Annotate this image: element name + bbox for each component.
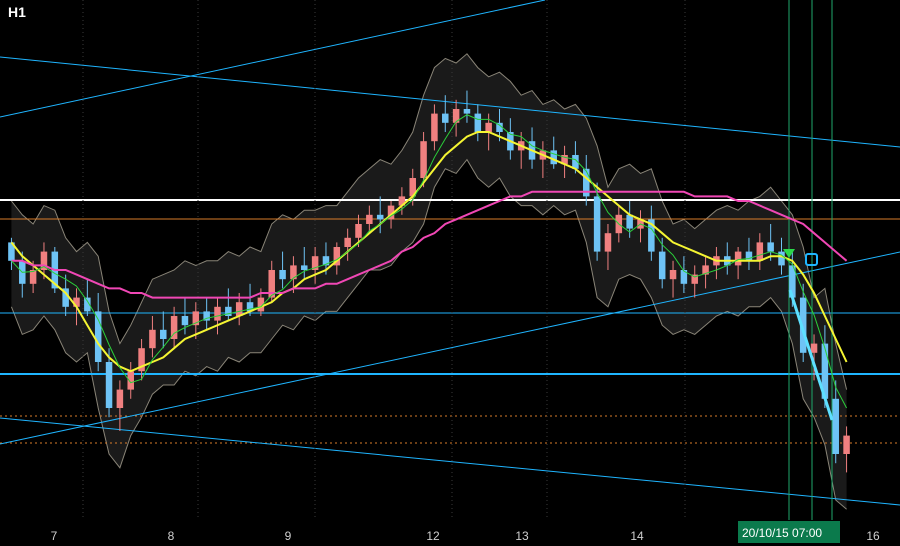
x-tick-label: 14 [630, 529, 644, 543]
candle-body-77 [843, 435, 850, 454]
candle-body-63 [691, 274, 698, 284]
x-tick-label: 12 [426, 529, 440, 543]
candle-body-64 [702, 265, 709, 275]
candle-body-69 [756, 242, 764, 261]
svg-text:20/10/15 07:00: 20/10/15 07:00 [742, 526, 822, 540]
trend-line-up-bottom [0, 251, 900, 445]
moving-average-short [11, 114, 848, 409]
moving-average-1 [11, 190, 848, 299]
candle-body-2 [29, 270, 37, 284]
candle-body-42 [463, 109, 471, 114]
candle-body-18 [203, 311, 210, 321]
x-tick-label: 7 [51, 529, 58, 543]
candle-body-17 [192, 311, 200, 326]
candle-body-57 [626, 214, 633, 229]
candle-body-54 [593, 196, 601, 252]
candle-body-10 [116, 389, 124, 408]
candle-body-9 [105, 362, 113, 408]
candle-body-39 [431, 113, 438, 142]
x-tick-label: 8 [168, 529, 175, 543]
candle-body-12 [138, 348, 145, 372]
candle-body-38 [420, 141, 427, 178]
candle-body-55 [604, 233, 612, 252]
candle-body-70 [767, 242, 774, 252]
candle-body-7 [84, 297, 91, 312]
square-marker [805, 253, 818, 266]
candle-body-68 [745, 251, 753, 261]
candle-body-23 [257, 297, 265, 312]
candle-body-16 [181, 316, 189, 326]
trend-line-down-top [0, 56, 900, 148]
candle-body-40 [442, 113, 449, 123]
candle-body-29 [322, 256, 330, 266]
candle-body-15 [170, 316, 178, 339]
candle-body-22 [246, 302, 254, 312]
candle-body-53 [583, 168, 590, 197]
candle-body-24 [268, 270, 275, 298]
x-tick-label: 13 [515, 529, 529, 543]
cloud-band [11, 53, 847, 510]
candle-body-51 [561, 155, 568, 165]
candle-body-62 [680, 270, 688, 284]
candle-body-43 [474, 113, 482, 132]
candle-body-74 [810, 343, 818, 353]
candle-body-34 [376, 214, 384, 220]
candle-body-35 [387, 205, 395, 220]
signal-line [788, 289, 834, 421]
candle-body-13 [149, 329, 156, 349]
candle-body-26 [290, 265, 297, 280]
candle-body-19 [214, 306, 221, 321]
candle-body-11 [127, 371, 134, 390]
candle-body-21 [235, 302, 243, 316]
candle-body-67 [734, 251, 742, 266]
candle-body-60 [658, 251, 666, 280]
candle-body-73 [799, 297, 807, 353]
trend-line-down-bottom [0, 417, 900, 506]
candle-body-41 [452, 109, 460, 123]
candle-body-61 [669, 270, 677, 280]
candle-body-25 [279, 270, 286, 280]
candle-body-37 [409, 178, 416, 197]
candle-body-32 [355, 224, 362, 238]
candle-body-33 [366, 214, 373, 224]
candle-body-44 [485, 122, 492, 132]
candle-body-71 [778, 251, 785, 266]
candle-body-75 [821, 343, 829, 399]
candle-body-14 [160, 329, 167, 339]
candle-body-0 [8, 242, 15, 261]
down-arrow-marker [783, 249, 795, 258]
x-tick-label: 9 [285, 529, 292, 543]
candle-body-27 [301, 265, 308, 270]
candle-body-3 [40, 251, 48, 270]
x-tick-label: 16 [866, 529, 880, 543]
candle-body-5 [62, 288, 69, 307]
timeframe-label: H1 [8, 4, 26, 20]
candle-body-36 [398, 196, 406, 206]
candle-body-76 [832, 398, 839, 454]
candle-body-30 [333, 247, 341, 266]
candle-body-6 [73, 297, 80, 307]
candle-body-45 [496, 122, 503, 132]
trend-line-up-top [0, 0, 546, 118]
candle-body-50 [550, 150, 557, 165]
candle-body-20 [225, 306, 232, 316]
bollinger-lower [10, 158, 847, 510]
candle-body-59 [648, 219, 655, 252]
bollinger-upper [11, 53, 848, 390]
candle-body-28 [311, 256, 319, 270]
candle-body-8 [94, 311, 102, 362]
candle-body-31 [344, 237, 351, 247]
crosshair-time-label: 20/10/15 07:00 [738, 521, 840, 543]
candle-body-72 [789, 265, 796, 298]
candle-body-52 [572, 155, 579, 169]
